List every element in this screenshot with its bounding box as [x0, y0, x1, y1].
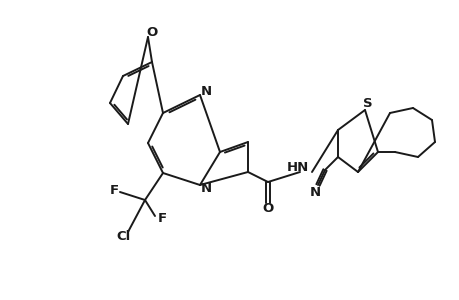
- Text: F: F: [109, 184, 118, 196]
- Text: O: O: [146, 26, 157, 38]
- Text: Cl: Cl: [117, 230, 131, 244]
- Text: N: N: [200, 182, 211, 194]
- Text: F: F: [157, 212, 166, 224]
- Text: N: N: [200, 85, 211, 98]
- Text: O: O: [262, 202, 273, 215]
- Text: HN: HN: [286, 160, 308, 173]
- Text: S: S: [363, 97, 372, 110]
- Text: N: N: [309, 187, 320, 200]
